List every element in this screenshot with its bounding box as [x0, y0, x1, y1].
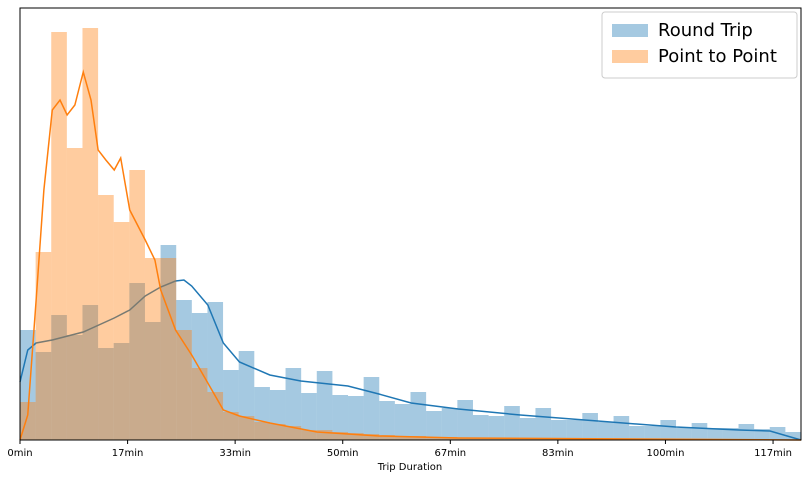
histogram-bar	[488, 416, 505, 440]
histogram-bar	[238, 351, 255, 440]
histogram-bar	[613, 416, 630, 440]
histogram-bar	[160, 258, 177, 440]
histogram-bar	[223, 370, 239, 440]
x-tick-label: 33min	[219, 448, 251, 459]
plot-frame	[19, 7, 802, 441]
histogram-bar	[316, 430, 333, 440]
histogram-bar	[348, 396, 364, 440]
histogram-bar	[441, 408, 458, 440]
histogram-bar	[144, 322, 161, 440]
histogram-bar	[269, 424, 286, 440]
histogram-bar	[316, 371, 333, 440]
kde-line	[19, 69, 802, 441]
histogram-bar	[191, 313, 208, 440]
histogram-bar	[301, 430, 317, 440]
histogram-bar	[363, 377, 380, 440]
histogram-bar	[379, 401, 395, 440]
histogram-bar	[223, 412, 239, 440]
histogram-bar	[332, 395, 349, 440]
histogram-bar	[66, 148, 83, 440]
histogram-bar	[394, 404, 411, 440]
histogram-bar	[363, 434, 380, 440]
x-tick-label: 0min	[7, 448, 32, 459]
histogram-bar	[785, 432, 801, 440]
legend-swatch	[612, 50, 648, 63]
histogram-bar	[722, 428, 739, 440]
histogram-bar	[738, 424, 755, 440]
histogram-bar	[488, 438, 505, 440]
histogram-bar	[66, 335, 83, 440]
histogram-bar	[410, 436, 427, 440]
histogram-bar	[113, 343, 130, 440]
histogram-bar	[20, 402, 36, 440]
histogram-bar	[113, 222, 130, 440]
histogram-bar	[82, 305, 99, 440]
legend-swatch	[612, 24, 648, 37]
histogram-bar	[238, 416, 255, 440]
histogram-bar	[629, 426, 645, 440]
histogram-bar	[35, 352, 52, 440]
histogram-bar	[691, 423, 708, 440]
histogram-bar	[707, 428, 723, 440]
histogram-bar	[754, 429, 770, 440]
histogram-bar	[519, 418, 536, 440]
x-tick-label: 83min	[542, 448, 574, 459]
x-tick-label: 17min	[112, 448, 144, 459]
histogram-bar	[207, 302, 224, 440]
histogram-bar	[98, 195, 114, 440]
histogram-bar	[332, 432, 349, 440]
histogram-bar	[35, 252, 52, 440]
histogram-bar	[457, 400, 473, 440]
histogram-bar	[269, 390, 286, 440]
x-axis-label: Trip Duration	[377, 462, 443, 473]
histogram-bar	[160, 245, 177, 440]
histogram-bar	[394, 436, 411, 440]
histogram-bar	[98, 348, 114, 440]
histogram-bar	[51, 32, 67, 440]
histogram-bar	[191, 368, 208, 440]
x-tick-label: 67min	[435, 448, 467, 459]
legend-label: Round Trip	[658, 20, 753, 41]
histogram-bar	[582, 413, 598, 440]
histogram-bar	[551, 420, 567, 440]
histogram-bar	[644, 426, 661, 440]
histogram-bar	[129, 283, 145, 440]
histogram-bar	[285, 368, 302, 440]
histogram-bar	[285, 426, 302, 440]
histogram-bar	[254, 422, 270, 440]
histogram-bar	[379, 435, 395, 440]
x-tick-label: 100min	[646, 448, 684, 459]
histogram-bar	[535, 408, 552, 440]
x-tick-label: 117min	[754, 448, 792, 459]
histogram-bar	[410, 392, 427, 440]
legend-box	[601, 11, 798, 79]
histogram-bar	[51, 315, 67, 440]
histogram-bar	[176, 300, 192, 440]
x-tick-label: 50min	[327, 448, 359, 459]
histogram-bar	[426, 437, 442, 440]
histogram-bar	[597, 422, 614, 440]
legend-label: Point to Point	[658, 46, 777, 67]
histogram-bar	[254, 387, 270, 440]
histogram-bar	[129, 170, 145, 440]
histogram-bar	[660, 420, 677, 440]
histogram-bar	[457, 438, 473, 440]
histogram-bar	[82, 28, 99, 440]
histogram-bar	[207, 392, 224, 440]
kde-line	[19, 279, 802, 441]
histogram-bar	[504, 406, 520, 440]
histogram-bar	[176, 330, 192, 440]
histogram-bar	[472, 438, 489, 440]
histogram-bar	[472, 415, 489, 440]
histogram-bar	[348, 433, 364, 440]
histogram-bar	[566, 420, 583, 440]
histogram-bar	[426, 411, 442, 440]
histogram-bar	[676, 428, 692, 440]
histogram-bar	[301, 393, 317, 440]
plot-area	[19, 28, 802, 441]
histogram-bar	[144, 258, 161, 440]
